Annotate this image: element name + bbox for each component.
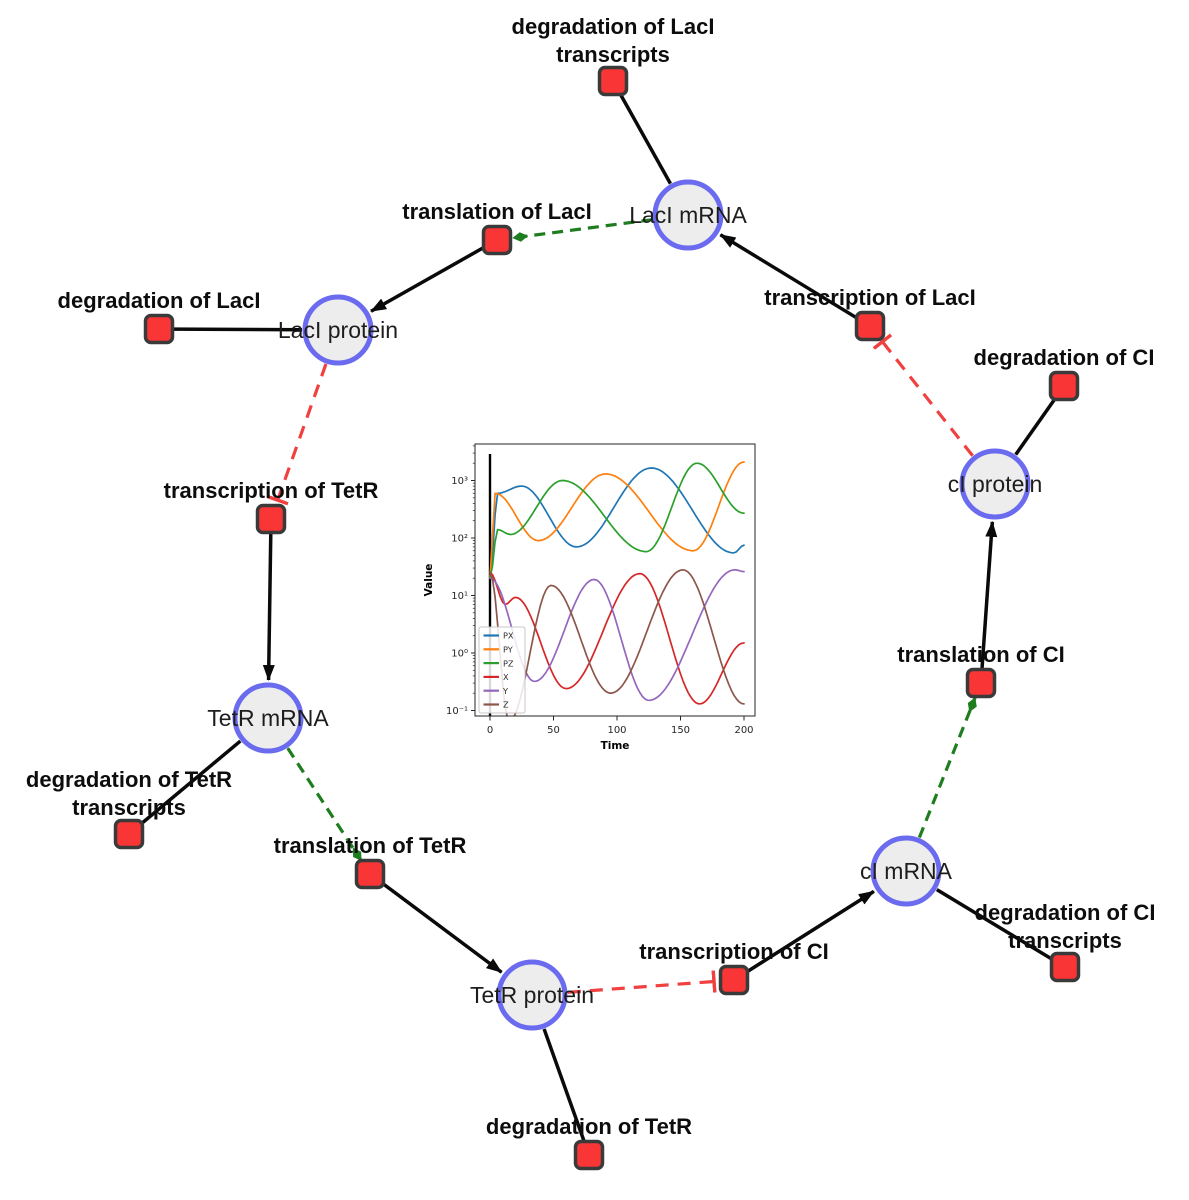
node-deg_lacI[interactable]	[143, 313, 175, 345]
x-tick-label: 0	[487, 725, 493, 736]
node-label-tx_lacI-0: transcription of LacI	[764, 285, 975, 310]
node-label-deg_lacI_tx-1: transcripts	[556, 42, 670, 67]
series-Y	[489, 569, 745, 702]
edge-lacI_mRNA-transl_lacI[interactable]	[512, 218, 653, 242]
node-transl_cI[interactable]	[965, 667, 997, 699]
legend-label-Y: Y	[502, 686, 509, 696]
node-label-deg_lacI-0: degradation of LacI	[58, 288, 261, 313]
edge-deg_tetR-tetR_protein[interactable]	[542, 1028, 586, 1142]
edge-tx_tetR-tetR_mRNA[interactable]	[262, 533, 275, 682]
node-label-tx_tetR-0: transcription of TetR	[164, 478, 379, 503]
x-tick-label: 100	[607, 725, 626, 736]
node-tx_lacI[interactable]	[854, 310, 886, 342]
node-label-lacI_mRNA: LacI mRNA	[629, 202, 747, 228]
legend-label-X: X	[503, 672, 509, 682]
node-deg_lacI_tx[interactable]	[597, 65, 629, 97]
node-cI_mRNA[interactable]	[870, 835, 942, 907]
node-label-transl_lacI-0: translation of LacI	[402, 199, 591, 224]
legend-label-PX: PX	[503, 631, 514, 641]
node-tx_cI[interactable]	[718, 964, 750, 996]
edge-transl_lacI-lacI_protein[interactable]	[370, 245, 485, 313]
node-deg_tetR_tx[interactable]	[113, 818, 145, 850]
node-cI_protein[interactable]	[959, 448, 1031, 520]
node-label-lacI_protein: LacI protein	[278, 317, 398, 343]
node-label-deg_tetR_tx-1: transcripts	[72, 795, 186, 820]
node-label-cI_mRNA: cI mRNA	[860, 858, 953, 884]
node-label-deg_cI_tx-1: transcripts	[1008, 928, 1122, 953]
edge-tetR_mRNA-transl_tetR[interactable]	[286, 747, 363, 862]
node-tetR_protein[interactable]	[496, 959, 568, 1031]
edge-lacI_protein-tx_tetR[interactable]	[266, 363, 328, 506]
x-axis-label: Time	[601, 740, 630, 752]
y-axis-label: Value	[423, 564, 435, 597]
y-tick-label: 10³	[451, 476, 468, 487]
node-label-tetR_mRNA: TetR mRNA	[207, 705, 329, 731]
series-PY	[489, 461, 745, 580]
node-deg_cI_tx[interactable]	[1049, 951, 1081, 983]
edge-deg_tetR_tx-tetR_mRNA[interactable]	[139, 739, 242, 826]
node-label-tx_cI-0: transcription of CI	[639, 939, 828, 964]
node-transl_lacI[interactable]	[481, 224, 513, 256]
y-tick-label: 10⁰	[451, 649, 468, 660]
node-label-deg_cI_tx-0: degradation of CI	[975, 900, 1156, 925]
edge-cI_mRNA-transl_cI[interactable]	[917, 697, 977, 839]
chart-legend: PX PY PZ XYZ	[478, 626, 526, 714]
edge-deg_cI-cI_protein[interactable]	[1014, 397, 1057, 456]
node-label-deg_cI-0: degradation of CI	[974, 345, 1155, 370]
node-label-tetR_protein: TetR protein	[470, 982, 594, 1008]
node-label-cI_protein: cI protein	[948, 471, 1043, 497]
series-X	[489, 571, 745, 705]
y-tick-label: 10⁻¹	[446, 706, 468, 717]
legend-label-PZ: PZ	[503, 658, 514, 668]
node-label-transl_cI-0: translation of CI	[897, 642, 1064, 667]
x-tick-label: 200	[734, 725, 753, 736]
edge-transl_cI-cI_protein[interactable]	[980, 520, 998, 669]
y-tick-label: 10²	[451, 534, 468, 545]
edge-cI_protein-tx_lacI[interactable]	[872, 333, 974, 457]
node-lacI_protein[interactable]	[302, 294, 374, 366]
edge-deg_lacI-lacI_protein[interactable]	[173, 327, 303, 332]
edge-tetR_protein-tx_cI[interactable]	[567, 970, 717, 994]
legend-label-Z: Z	[503, 700, 509, 710]
node-deg_cI[interactable]	[1048, 370, 1080, 402]
series-Z	[489, 568, 745, 716]
edge-deg_cI_tx-cI_mRNA[interactable]	[935, 888, 1054, 961]
node-deg_tetR[interactable]	[573, 1139, 605, 1171]
node-lacI_mRNA[interactable]	[652, 179, 724, 251]
node-label-deg_lacI_tx-0: degradation of LacI	[512, 14, 715, 39]
edge-tx_cI-cI_mRNA[interactable]	[745, 889, 875, 974]
edge-tx_lacI-lacI_mRNA[interactable]	[719, 233, 859, 320]
y-tick-label: 10¹	[451, 591, 468, 602]
node-tx_tetR[interactable]	[255, 503, 287, 535]
series-PX	[489, 467, 745, 580]
chart-axes-box	[474, 443, 756, 717]
series-PZ	[489, 462, 745, 580]
edge-deg_lacI_tx-lacI_mRNA[interactable]	[618, 93, 672, 185]
node-label-deg_tetR-0: degradation of TetR	[486, 1114, 692, 1139]
node-tetR_mRNA[interactable]	[232, 682, 304, 754]
edge-transl_tetR-tetR_protein[interactable]	[380, 881, 503, 974]
x-tick-label: 150	[671, 725, 690, 736]
legend-label-PY: PY	[503, 645, 514, 655]
node-label-transl_tetR-0: translation of TetR	[274, 833, 467, 858]
x-tick-label: 50	[547, 725, 560, 736]
node-transl_tetR[interactable]	[354, 858, 386, 890]
node-label-deg_tetR_tx-0: degradation of TetR	[26, 767, 232, 792]
